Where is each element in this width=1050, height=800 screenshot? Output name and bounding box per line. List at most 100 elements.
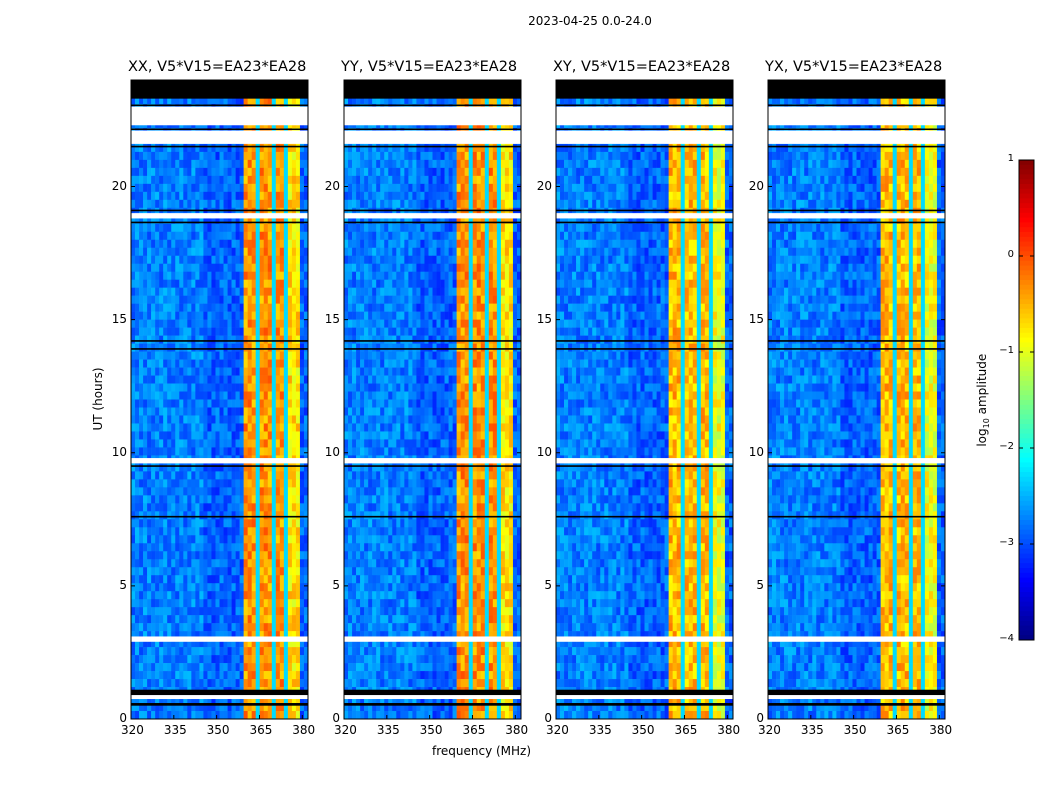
heatmap-cell [171, 519, 176, 528]
heatmap-cell [155, 375, 160, 384]
heatmap-cell [271, 287, 277, 296]
heatmap-cell [299, 559, 305, 568]
heatmap-cell [143, 671, 148, 680]
heatmap-cell [243, 183, 248, 193]
heatmap-cell [255, 271, 261, 280]
heatmap-cell [420, 271, 425, 280]
heatmap-cell [155, 599, 160, 608]
heatmap-cell [283, 535, 289, 544]
heatmap-cell [219, 303, 224, 312]
heatmap-cell [151, 591, 156, 600]
heatmap-cell [191, 583, 196, 592]
heatmap-cell [219, 439, 224, 448]
heatmap-cell [227, 519, 232, 528]
heatmap-cell [219, 511, 224, 520]
heatmap-cell [235, 335, 240, 344]
heatmap-cell [480, 223, 486, 233]
heatmap-cell [211, 551, 216, 560]
heatmap-cell [135, 231, 140, 241]
heatmap-cell [444, 159, 449, 169]
heatmap-cell [223, 671, 228, 680]
heatmap-cell [219, 311, 224, 320]
heatmap-cell [287, 383, 293, 392]
heatmap-cell [167, 279, 172, 288]
heatmap-cell [243, 463, 248, 472]
heatmap-cell [259, 223, 265, 233]
heatmap-cell [179, 351, 184, 360]
heatmap-cell [179, 319, 184, 328]
heatmap-cell [187, 447, 192, 456]
heatmap-cell [195, 655, 200, 664]
heatmap-cell [440, 255, 445, 265]
heatmap-cell [299, 95, 305, 105]
heatmap-cell [231, 551, 236, 560]
heatmap-cell [179, 439, 184, 448]
heatmap-cell [259, 663, 265, 672]
heatmap-cell [211, 439, 216, 448]
heatmap-cell [440, 223, 445, 233]
heatmap-cell [384, 311, 389, 320]
heatmap-cell [151, 343, 156, 352]
heatmap-cell [279, 215, 285, 225]
heatmap-cell [303, 647, 309, 656]
heatmap-cell [155, 679, 160, 688]
heatmap-cell [283, 271, 289, 280]
heatmap-cell [171, 495, 176, 504]
heatmap-cell [159, 663, 164, 672]
heatmap-cell [476, 159, 482, 169]
heatmap-cell [231, 695, 236, 704]
heatmap-cell [195, 239, 200, 249]
heatmap-cell [207, 263, 212, 272]
heatmap-cell [303, 295, 309, 304]
heatmap-cell [267, 343, 273, 352]
heatmap-cell [163, 351, 168, 360]
heatmap-cell [147, 599, 152, 608]
heatmap-cell [175, 175, 180, 185]
heatmap-cell [303, 663, 309, 672]
heatmap-cell [195, 703, 200, 712]
heatmap-cell [175, 231, 180, 241]
heatmap-cell [291, 487, 297, 496]
heatmap-cell [159, 679, 164, 688]
heatmap-cell [372, 287, 377, 296]
heatmap-cell [163, 311, 168, 320]
heatmap-cell [231, 159, 236, 169]
heatmap-cell [452, 151, 457, 161]
heatmap-cell [396, 95, 401, 105]
heatmap-cell [344, 311, 349, 320]
heatmap-cell [291, 407, 297, 416]
heatmap-cell [135, 359, 140, 368]
heatmap-cell [215, 143, 220, 153]
heatmap-cell [299, 519, 305, 528]
heatmap-cell [187, 415, 192, 424]
heatmap-cell [360, 183, 365, 193]
heatmap-cell [299, 399, 305, 408]
heatmap-cell [171, 255, 176, 265]
heatmap-cell [279, 231, 285, 241]
heatmap-cell [151, 255, 156, 265]
heatmap-cell [408, 175, 413, 185]
heatmap-cell [231, 415, 236, 424]
heatmap-cell [291, 319, 297, 328]
heatmap-cell [376, 279, 381, 288]
heatmap-cell [247, 231, 252, 241]
heatmap-cell [263, 623, 269, 632]
heatmap-cell [432, 207, 437, 217]
heatmap-cell [243, 519, 248, 528]
heatmap-cell [424, 279, 429, 288]
heatmap-cell [219, 327, 224, 336]
heatmap-cell [508, 255, 514, 265]
heatmap-cell [171, 543, 176, 552]
heatmap-cell [480, 303, 486, 312]
heatmap-cell [299, 367, 305, 376]
heatmap-cell [211, 583, 216, 592]
heatmap-cell [179, 463, 184, 472]
heatmap-cell [139, 399, 144, 408]
heatmap-cell [171, 327, 176, 336]
heatmap-cell [143, 695, 148, 704]
heatmap-cell [143, 511, 148, 520]
heatmap-cell [211, 223, 216, 233]
heatmap-cell [352, 207, 357, 217]
heatmap-cell [303, 303, 309, 312]
heatmap-cell [291, 383, 297, 392]
